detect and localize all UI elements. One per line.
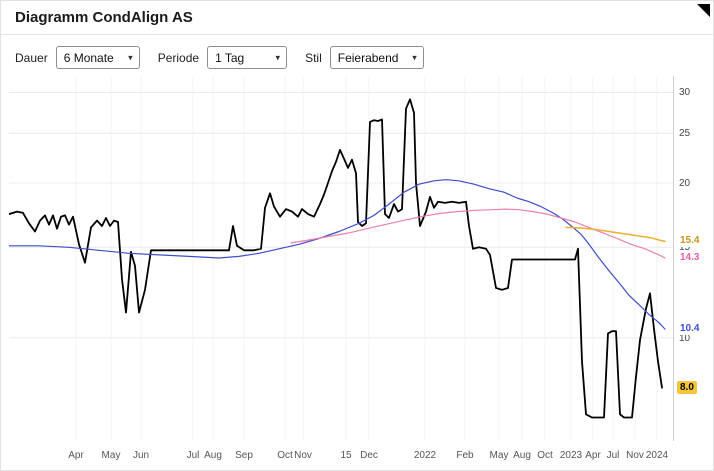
x-axis-label: Aug xyxy=(204,450,222,461)
x-axis: Apr May Jun Jul Aug Sep Oct Nov 15 Dec 2022 Feb May A… xyxy=(1,450,713,464)
x-axis-label: Dec xyxy=(360,450,378,461)
chart-svg xyxy=(9,76,673,441)
corner-resize-icon[interactable] xyxy=(697,4,710,17)
x-axis-label: 2022 xyxy=(413,450,437,461)
moving-average-long-line xyxy=(9,179,666,330)
last-value-tag: 10.4 xyxy=(677,322,703,336)
x-axis-label: Feb xyxy=(456,450,474,461)
x-axis-label: Sep xyxy=(235,450,253,461)
stil-select-wrap: Feierabend ▾ xyxy=(329,46,424,69)
header: Diagramm CondAlign AS xyxy=(1,1,713,35)
y-tick-label: 15 xyxy=(679,242,691,254)
chart-plot-area[interactable] xyxy=(9,76,674,441)
x-axis-label: Jun xyxy=(132,450,150,461)
last-value-tag: 8.0 xyxy=(677,380,697,394)
x-axis-label: 2023 xyxy=(559,450,583,461)
x-axis-label: 15 xyxy=(340,450,352,461)
last-value-tag: 14.3 xyxy=(677,250,703,264)
periode-select[interactable]: 1 Tag xyxy=(207,46,288,69)
x-axis-label: Apr xyxy=(68,450,84,461)
stil-label: Stil xyxy=(305,50,322,65)
toolbar: Dauer 6 Monate ▾ Periode 1 Tag ▾ Stil Fe… xyxy=(1,35,713,78)
x-axis-label: Jul xyxy=(606,450,620,461)
y-tick-label: 30 xyxy=(679,87,691,99)
x-axis-label: Apr xyxy=(585,450,601,461)
moving-average-mid-line xyxy=(290,208,666,259)
moving-average-short-line xyxy=(565,226,666,243)
x-axis-label: Aug xyxy=(513,450,531,461)
x-axis-label: Oct xyxy=(537,450,553,461)
x-axis-label: Nov xyxy=(294,450,312,461)
x-axis-label: May xyxy=(101,450,121,461)
periode-select-wrap: 1 Tag ▾ xyxy=(207,46,288,69)
page-title: Diagramm CondAlign AS xyxy=(15,9,193,26)
y-tick-label: 10 xyxy=(679,332,691,344)
dauer-select-wrap: 6 Monate ▾ xyxy=(55,46,140,69)
y-tick-label: 20 xyxy=(679,178,691,190)
last-value-tag: 15.4 xyxy=(677,234,703,248)
x-axis-label: 2024 xyxy=(645,450,669,461)
stil-select[interactable]: Feierabend xyxy=(329,46,424,69)
dauer-select[interactable]: 6 Monate xyxy=(55,46,140,69)
y-tick-label: 25 xyxy=(679,128,691,140)
x-axis-label: May xyxy=(489,450,509,461)
x-axis-label: Nov xyxy=(626,450,644,461)
x-axis-label: Oct xyxy=(277,450,293,461)
dauer-label: Dauer xyxy=(15,50,48,65)
periode-label: Periode xyxy=(157,50,200,65)
x-axis-label: Jul xyxy=(186,450,200,461)
price-line xyxy=(9,98,663,419)
